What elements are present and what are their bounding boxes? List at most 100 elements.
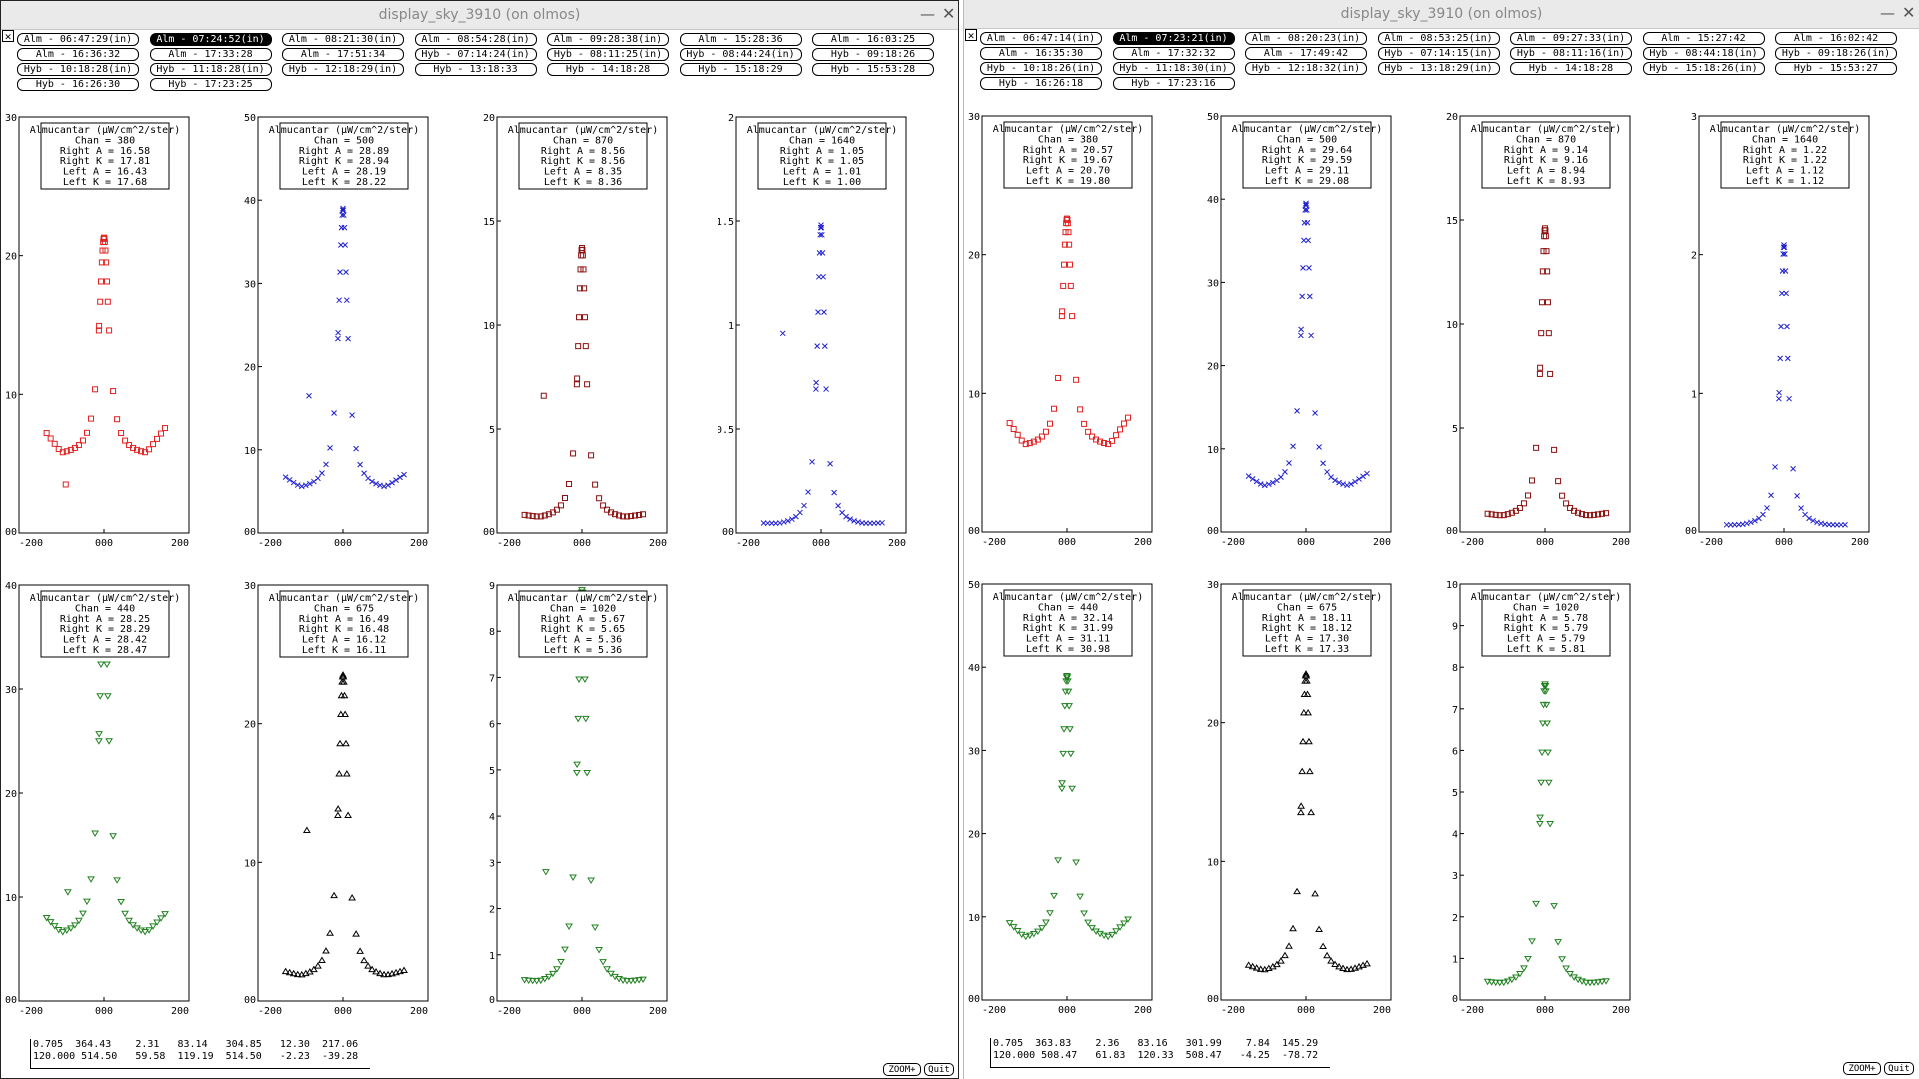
y-tick-label: 20 (968, 251, 980, 262)
scatter-plot-chan-1640[interactable]: 00 1 2 3 -200 000 200 Almucantar (µW/cm^2/ster)… (1681, 112, 1881, 548)
time-button[interactable]: Hyb - 13:18:29(in) (1377, 62, 1500, 75)
time-button[interactable]: Hyb - 08:11:16(in) (1510, 47, 1632, 60)
scatter-plot-chan-380[interactable]: 00 10 20 30 -200 000 200 Almucantar (µW/cm^2/st… (1, 113, 201, 549)
scatter-plot-chan-1020[interactable]: 0 1 2 3 4 5 6 7 8 9 10 -200 000 200 Almucantar (µW/cm^… (1442, 580, 1642, 1016)
zoom-button[interactable]: ZOOM+ (883, 1063, 921, 1076)
close-icon[interactable]: ✕ (1902, 3, 1916, 22)
time-button[interactable]: Alm - 07:24:52(in) (149, 33, 272, 46)
close-icon[interactable]: ✕ (942, 4, 956, 23)
time-button[interactable]: Hyb - 13:18:33 (414, 63, 537, 76)
data-point (63, 448, 70, 455)
scatter-plot-chan-1640[interactable]: 00 0.5 1 1.5 2 -200 000 200 Almucantar (µW/cm^2/… (718, 113, 918, 549)
scatter-plot-chan-1020[interactable]: 0 1 2 3 4 5 6 7 8 9 -200 000 200 Almucantar (µW/cm^2/… (479, 581, 679, 1017)
data-point (1006, 420, 1013, 427)
time-button[interactable]: Hyb - 12:18:29(in) (282, 63, 404, 76)
time-button[interactable]: Hyb - 07:14:15(in) (1377, 47, 1500, 60)
time-button[interactable]: Hyb - 09:18:26(in) (1775, 47, 1897, 60)
x-tick-label: 000 (1775, 537, 1793, 548)
time-button[interactable]: Alm - 09:28:38(in) (547, 33, 669, 46)
scatter-plot-chan-870[interactable]: 00 5 10 15 20 -200 000 200 Almucantar (µW/cm^2/s… (1442, 112, 1642, 548)
y-tick-label: 40 (1207, 195, 1219, 206)
data-point (1308, 332, 1314, 339)
y-tick-label: 40 (5, 581, 17, 592)
y-tick-label: 1 (728, 321, 734, 332)
corner-close-icon[interactable]: ✕ (2, 30, 14, 42)
time-button[interactable]: Hyb - 12:18:32(in) (1245, 62, 1367, 75)
time-button[interactable]: Alm - 15:27:42 (1642, 32, 1765, 45)
time-button[interactable]: Alm - 15:28:36 (679, 33, 802, 46)
data-point (1261, 482, 1268, 489)
data-point (537, 513, 544, 520)
time-button[interactable]: Alm - 08:53:25(in) (1377, 32, 1500, 45)
time-button[interactable]: Alm - 17:51:34 (282, 48, 404, 61)
data-point (557, 958, 565, 966)
time-button[interactable]: Hyb - 14:18:28 (547, 63, 669, 76)
time-button[interactable]: Alm - 17:33:28 (149, 48, 272, 61)
data-point (104, 298, 111, 305)
time-button[interactable]: Alm - 07:23:21(in) (1112, 32, 1235, 45)
data-point (1014, 431, 1021, 438)
time-button[interactable]: Hyb - 08:44:18(in) (1642, 47, 1765, 60)
minimize-icon[interactable]: — (1880, 4, 1895, 22)
time-button[interactable]: Hyb - 09:18:26 (812, 48, 934, 61)
data-point (97, 298, 104, 305)
time-button[interactable]: Hyb - 15:18:29 (679, 63, 802, 76)
time-button[interactable]: Alm - 08:21:30(in) (282, 33, 404, 46)
time-button[interactable]: Alm - 08:20:23(in) (1245, 32, 1367, 45)
time-button[interactable]: Alm - 06:47:14(in) (980, 32, 1102, 45)
time-button[interactable]: Hyb - 11:18:28(in) (149, 63, 272, 76)
legend-left-a: Left A = 29.11 (1265, 166, 1349, 177)
time-button[interactable]: Hyb - 15:18:26(in) (1642, 62, 1765, 75)
data-point (341, 710, 350, 717)
scatter-plot-chan-675[interactable]: 00 10 20 30 -200 000 200 Almucantar (µW/cm^2/st… (240, 581, 440, 1017)
scatter-plot-chan-500[interactable]: 00 10 20 30 40 50 -200 000 200 Almucantar (µW/cm^… (1203, 112, 1403, 548)
data-point (1536, 821, 1544, 828)
time-button[interactable]: Hyb - 17:23:16 (1112, 77, 1235, 90)
scatter-plot-chan-440[interactable]: 00 10 20 30 40 50 -200 000 200 Almucantar (µW/cm^… (964, 580, 1164, 1016)
time-button[interactable]: Hyb - 08:44:24(in) (679, 48, 802, 61)
time-button[interactable]: Alm - 16:36:32 (17, 48, 139, 61)
data-point (318, 956, 326, 964)
time-button[interactable]: Alm - 08:54:28(in) (414, 33, 537, 46)
title-bar[interactable]: display_sky_3910 (on olmos) — ✕ (964, 0, 1919, 29)
scatter-plot-chan-440[interactable]: 00 10 20 30 40 -200 000 200 Almucantar (µW/cm^2/… (1, 581, 201, 1017)
scatter-plot-chan-380[interactable]: 00 10 20 30 -200 000 200 Almucantar (µW/cm^2/st… (964, 112, 1164, 548)
data-point (1063, 674, 1072, 681)
time-button[interactable]: Hyb - 11:18:30(in) (1112, 62, 1235, 75)
data-point (1516, 970, 1524, 978)
y-tick-label: 4 (1452, 830, 1458, 841)
time-button[interactable]: Hyb - 15:53:27 (1775, 62, 1897, 75)
zoom-button[interactable]: ZOOM+ (1843, 1062, 1881, 1075)
scatter-plot-chan-870[interactable]: 00 5 10 15 20 -200 000 200 Almucantar (µW/cm^2/s… (479, 113, 679, 549)
quit-button[interactable]: Quit (1884, 1062, 1914, 1075)
minimize-icon[interactable]: — (920, 5, 935, 23)
time-button[interactable]: Hyb - 08:11:25(in) (547, 48, 669, 61)
data-point (573, 761, 581, 769)
time-button[interactable]: Alm - 17:49:42 (1245, 47, 1367, 60)
time-button[interactable]: Hyb - 17:23:25 (149, 78, 272, 91)
quit-button[interactable]: Quit (924, 1063, 954, 1076)
time-button[interactable]: Hyb - 16:26:18 (980, 77, 1102, 90)
title-bar[interactable]: display_sky_3910 (on olmos) — ✕ (1, 1, 958, 30)
time-button[interactable]: Alm - 16:35:30 (980, 47, 1102, 60)
time-button[interactable]: Hyb - 15:53:28 (812, 63, 934, 76)
time-button[interactable]: Alm - 16:02:42 (1775, 32, 1897, 45)
data-point (816, 273, 822, 280)
time-button[interactable]: Hyb - 14:18:28 (1510, 62, 1632, 75)
scatter-plot-chan-500[interactable]: 00 10 20 30 40 50 -200 000 200 Almucantar (µW/cm^… (240, 113, 440, 549)
data-point (1038, 925, 1046, 932)
y-tick-label: 50 (244, 113, 256, 124)
data-point (357, 461, 363, 468)
time-button[interactable]: Hyb - 10:18:28(in) (17, 63, 139, 76)
time-button[interactable]: Alm - 06:47:29(in) (17, 33, 139, 46)
time-button[interactable]: Alm - 16:03:25 (812, 33, 934, 46)
time-button[interactable]: Hyb - 16:26:30 (17, 78, 139, 91)
time-button[interactable]: Hyb - 10:18:26(in) (980, 62, 1102, 75)
data-point (1302, 670, 1310, 677)
time-button[interactable]: Alm - 09:27:33(in) (1510, 32, 1632, 45)
time-button[interactable]: Hyb - 07:14:24(in) (414, 48, 537, 61)
scatter-plot-chan-675[interactable]: 00 10 20 30 -200 000 200 Almucantar (µW/cm^2/st… (1203, 580, 1403, 1016)
corner-close-icon[interactable]: ✕ (965, 29, 977, 41)
time-button[interactable]: Alm - 17:32:32 (1112, 47, 1235, 60)
legend-left-a: Left A = 1.12 (1746, 166, 1824, 177)
